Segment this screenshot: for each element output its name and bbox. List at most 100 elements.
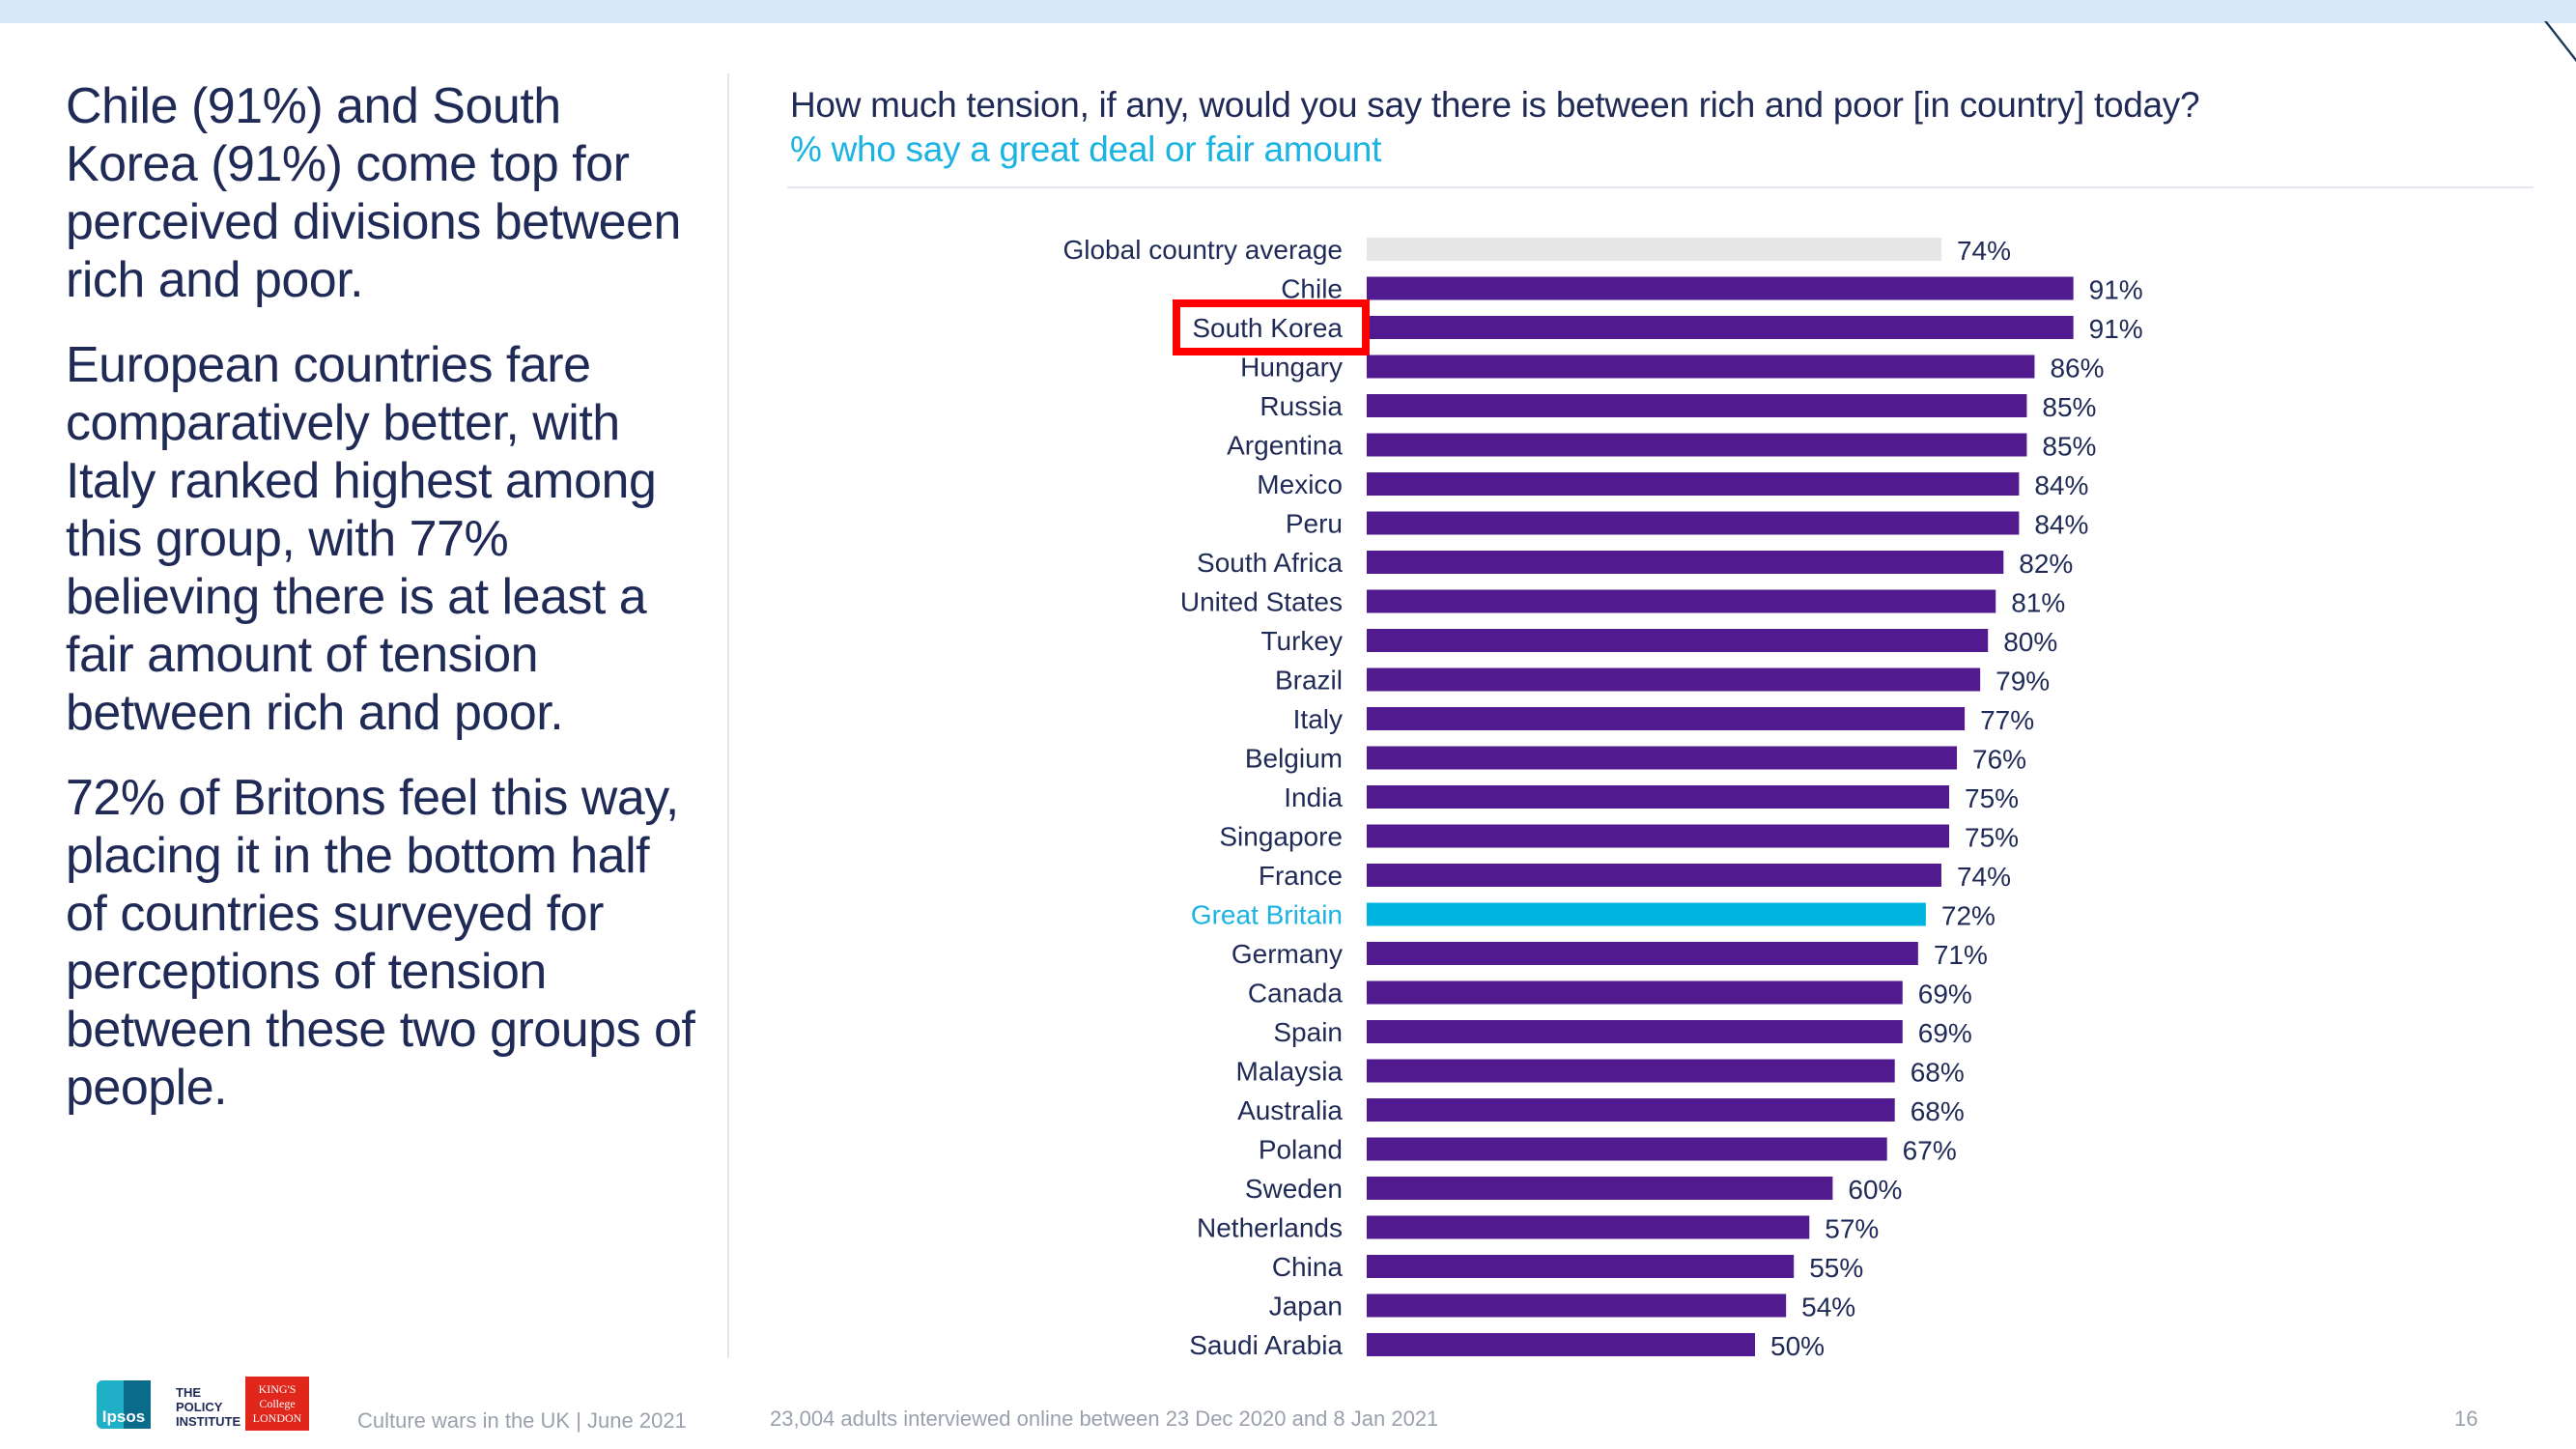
bar-australia — [1367, 1098, 1895, 1122]
policy-institute-logo: THE POLICY INSTITUTE — [176, 1385, 241, 1429]
data-label-sweden: 60% — [1848, 1175, 1902, 1205]
bar-japan — [1367, 1293, 1787, 1318]
commentary-panel: Chile (91%) and South Korea (91%) come t… — [66, 77, 703, 1144]
data-label-netherlands: 57% — [1825, 1214, 1879, 1244]
bar-peru — [1367, 511, 2020, 535]
category-label-saudi-arabia: Saudi Arabia — [1189, 1330, 1343, 1360]
data-label-poland: 67% — [1903, 1136, 1957, 1166]
kings-college-logo: KING'S College LONDON — [245, 1377, 309, 1431]
category-label-global-country-average: Global country average — [1062, 235, 1343, 265]
ipsos-logo: Ipsos — [97, 1380, 151, 1429]
bar-germany — [1367, 942, 1918, 965]
commentary-paragraph-3: 72% of Britons feel this way, placing it… — [66, 770, 695, 1116]
panel-divider — [727, 73, 729, 1358]
data-label-china: 55% — [1809, 1253, 1863, 1283]
category-label-spain: Spain — [1273, 1017, 1343, 1047]
category-label-japan: Japan — [1269, 1292, 1343, 1321]
kings-logo-line-1: KING'S — [259, 1382, 297, 1396]
bar-saudi-arabia — [1367, 1333, 1755, 1356]
category-label-china: China — [1272, 1252, 1344, 1282]
bar-argentina — [1367, 433, 2027, 457]
data-label-india: 75% — [1965, 783, 2019, 813]
data-label-france: 74% — [1957, 862, 2011, 892]
footer-source: Culture wars in the UK | June 2021 — [357, 1408, 687, 1433]
category-label-turkey: Turkey — [1260, 626, 1343, 656]
category-label-chile: Chile — [1281, 274, 1343, 304]
category-label-hungary: Hungary — [1240, 353, 1343, 383]
bar-south-korea — [1367, 316, 2074, 339]
data-label-singapore: 75% — [1965, 823, 2019, 853]
ipsos-logo-text: Ipsos — [102, 1407, 145, 1426]
data-label-spain: 69% — [1918, 1018, 1972, 1048]
bar-south-africa — [1367, 551, 2004, 574]
bar-netherlands — [1367, 1215, 1810, 1239]
footer-base-note: 23,004 adults interviewed online between… — [770, 1406, 1439, 1431]
bar-poland — [1367, 1137, 1887, 1161]
data-label-italy: 77% — [1980, 705, 2034, 735]
category-label-great-britain: Great Britain — [1191, 900, 1343, 930]
category-label-germany: Germany — [1231, 939, 1343, 969]
bar-great-britain — [1367, 902, 1926, 926]
category-label-united-states: United States — [1180, 587, 1343, 617]
category-label-south-africa: South Africa — [1197, 548, 1343, 578]
bar-hungary — [1367, 355, 2035, 379]
page-number: 16 — [2454, 1406, 2478, 1431]
bar-global-country-average — [1367, 238, 1941, 261]
top-accent-strip — [0, 0, 2576, 23]
bar-canada — [1367, 980, 1903, 1005]
callout-box-south-korea — [1173, 299, 1370, 355]
chart-title: How much tension, if any, would you say … — [790, 85, 2200, 125]
data-label-peru: 84% — [2034, 510, 2088, 540]
category-label-argentina: Argentina — [1227, 431, 1343, 461]
category-label-netherlands: Netherlands — [1197, 1213, 1343, 1243]
bar-china — [1367, 1255, 1795, 1278]
bar-singapore — [1367, 824, 1949, 848]
category-label-sweden: Sweden — [1245, 1174, 1343, 1204]
category-label-india: India — [1284, 782, 1343, 812]
bar-turkey — [1367, 629, 1989, 652]
data-label-malaysia: 68% — [1911, 1058, 1965, 1088]
bar-india — [1367, 785, 1949, 809]
partner-logos: Ipsos THE POLICY INSTITUTE KING'S Colleg… — [97, 1377, 309, 1431]
bar-france — [1367, 864, 1941, 887]
data-label-belgium: 76% — [1972, 745, 2026, 775]
policy-institute-line-3: INSTITUTE — [176, 1414, 241, 1429]
data-label-russia: 85% — [2042, 392, 2096, 422]
kings-logo-line-3: LONDON — [253, 1411, 302, 1425]
data-label-germany: 71% — [1934, 940, 1988, 970]
bar-malaysia — [1367, 1059, 1895, 1083]
commentary-paragraph-2: European countries fare comparatively be… — [66, 337, 657, 741]
category-label-italy: Italy — [1293, 704, 1343, 734]
category-label-australia: Australia — [1237, 1095, 1343, 1125]
bar-mexico — [1367, 472, 2020, 496]
policy-institute-line-2: POLICY — [176, 1400, 223, 1414]
data-label-mexico: 84% — [2034, 470, 2088, 500]
data-label-australia: 68% — [1911, 1096, 1965, 1126]
commentary-paragraph-1: Chile (91%) and South Korea (91%) come t… — [66, 78, 681, 308]
policy-institute-line-1: THE — [176, 1385, 201, 1400]
data-label-brazil: 79% — [1996, 667, 2050, 696]
data-label-global-country-average: 74% — [1957, 236, 2011, 266]
category-label-peru: Peru — [1286, 509, 1343, 539]
data-label-canada: 69% — [1918, 980, 1972, 1009]
bar-belgium — [1367, 746, 1958, 770]
kings-logo-line-2: College — [259, 1397, 295, 1410]
bar-chile — [1367, 276, 2074, 300]
category-label-singapore: Singapore — [1219, 822, 1343, 852]
bar-italy — [1367, 707, 1966, 730]
data-label-united-states: 81% — [2011, 588, 2065, 618]
data-label-saudi-arabia: 50% — [1770, 1331, 1825, 1361]
data-label-chile: 91% — [2089, 275, 2143, 305]
bar-brazil — [1367, 668, 1981, 692]
category-label-russia: Russia — [1260, 391, 1343, 421]
category-label-malaysia: Malaysia — [1236, 1057, 1344, 1087]
category-label-belgium: Belgium — [1245, 744, 1343, 774]
chart-subtitle: % who say a great deal or fair amount — [790, 129, 1382, 169]
category-label-poland: Poland — [1259, 1135, 1343, 1165]
bar-russia — [1367, 394, 2027, 417]
title-divider — [787, 186, 2534, 188]
category-label-canada: Canada — [1248, 979, 1344, 1009]
category-label-south-korea: South Korea — [1192, 313, 1343, 343]
data-label-turkey: 80% — [2003, 627, 2057, 657]
